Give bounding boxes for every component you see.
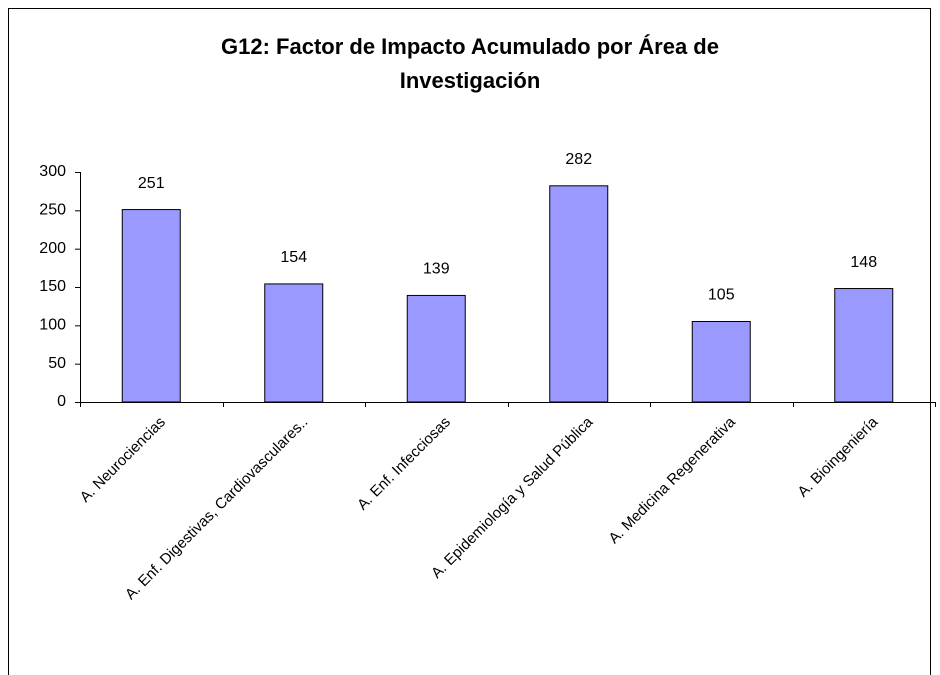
bar bbox=[691, 321, 751, 403]
y-tick-label: 0 bbox=[57, 393, 66, 410]
y-tick-label: 250 bbox=[39, 202, 66, 219]
data-label: 148 bbox=[850, 254, 877, 271]
data-label: 282 bbox=[565, 151, 592, 168]
bar bbox=[834, 288, 894, 403]
x-tick-label: A. Medicina Regenerativa bbox=[605, 413, 739, 547]
data-label: 105 bbox=[708, 287, 735, 304]
x-tick-label: A. Enf. Infecciosas bbox=[354, 414, 454, 514]
data-label: 154 bbox=[280, 249, 307, 266]
y-tick-label: 50 bbox=[48, 355, 66, 372]
chart-title: G12: Factor de Impacto Acumulado por Áre… bbox=[221, 34, 719, 93]
x-tick-label: A. Neurociencias bbox=[77, 414, 169, 506]
chart-frame bbox=[8, 8, 931, 675]
bar bbox=[406, 294, 466, 403]
y-tick-label: 200 bbox=[39, 240, 66, 257]
bar bbox=[264, 283, 324, 403]
x-tick-label: A. Epidemiología y Salud Pública bbox=[428, 413, 597, 582]
bar bbox=[549, 185, 609, 403]
data-label: 139 bbox=[423, 261, 450, 278]
data-label: 251 bbox=[138, 175, 165, 192]
bar bbox=[121, 209, 181, 403]
y-tick-label: 100 bbox=[39, 317, 66, 334]
x-tick-label: A. Bioingeniería bbox=[794, 413, 881, 500]
y-tick-label: 150 bbox=[39, 278, 66, 295]
y-tick-label: 300 bbox=[39, 163, 66, 180]
